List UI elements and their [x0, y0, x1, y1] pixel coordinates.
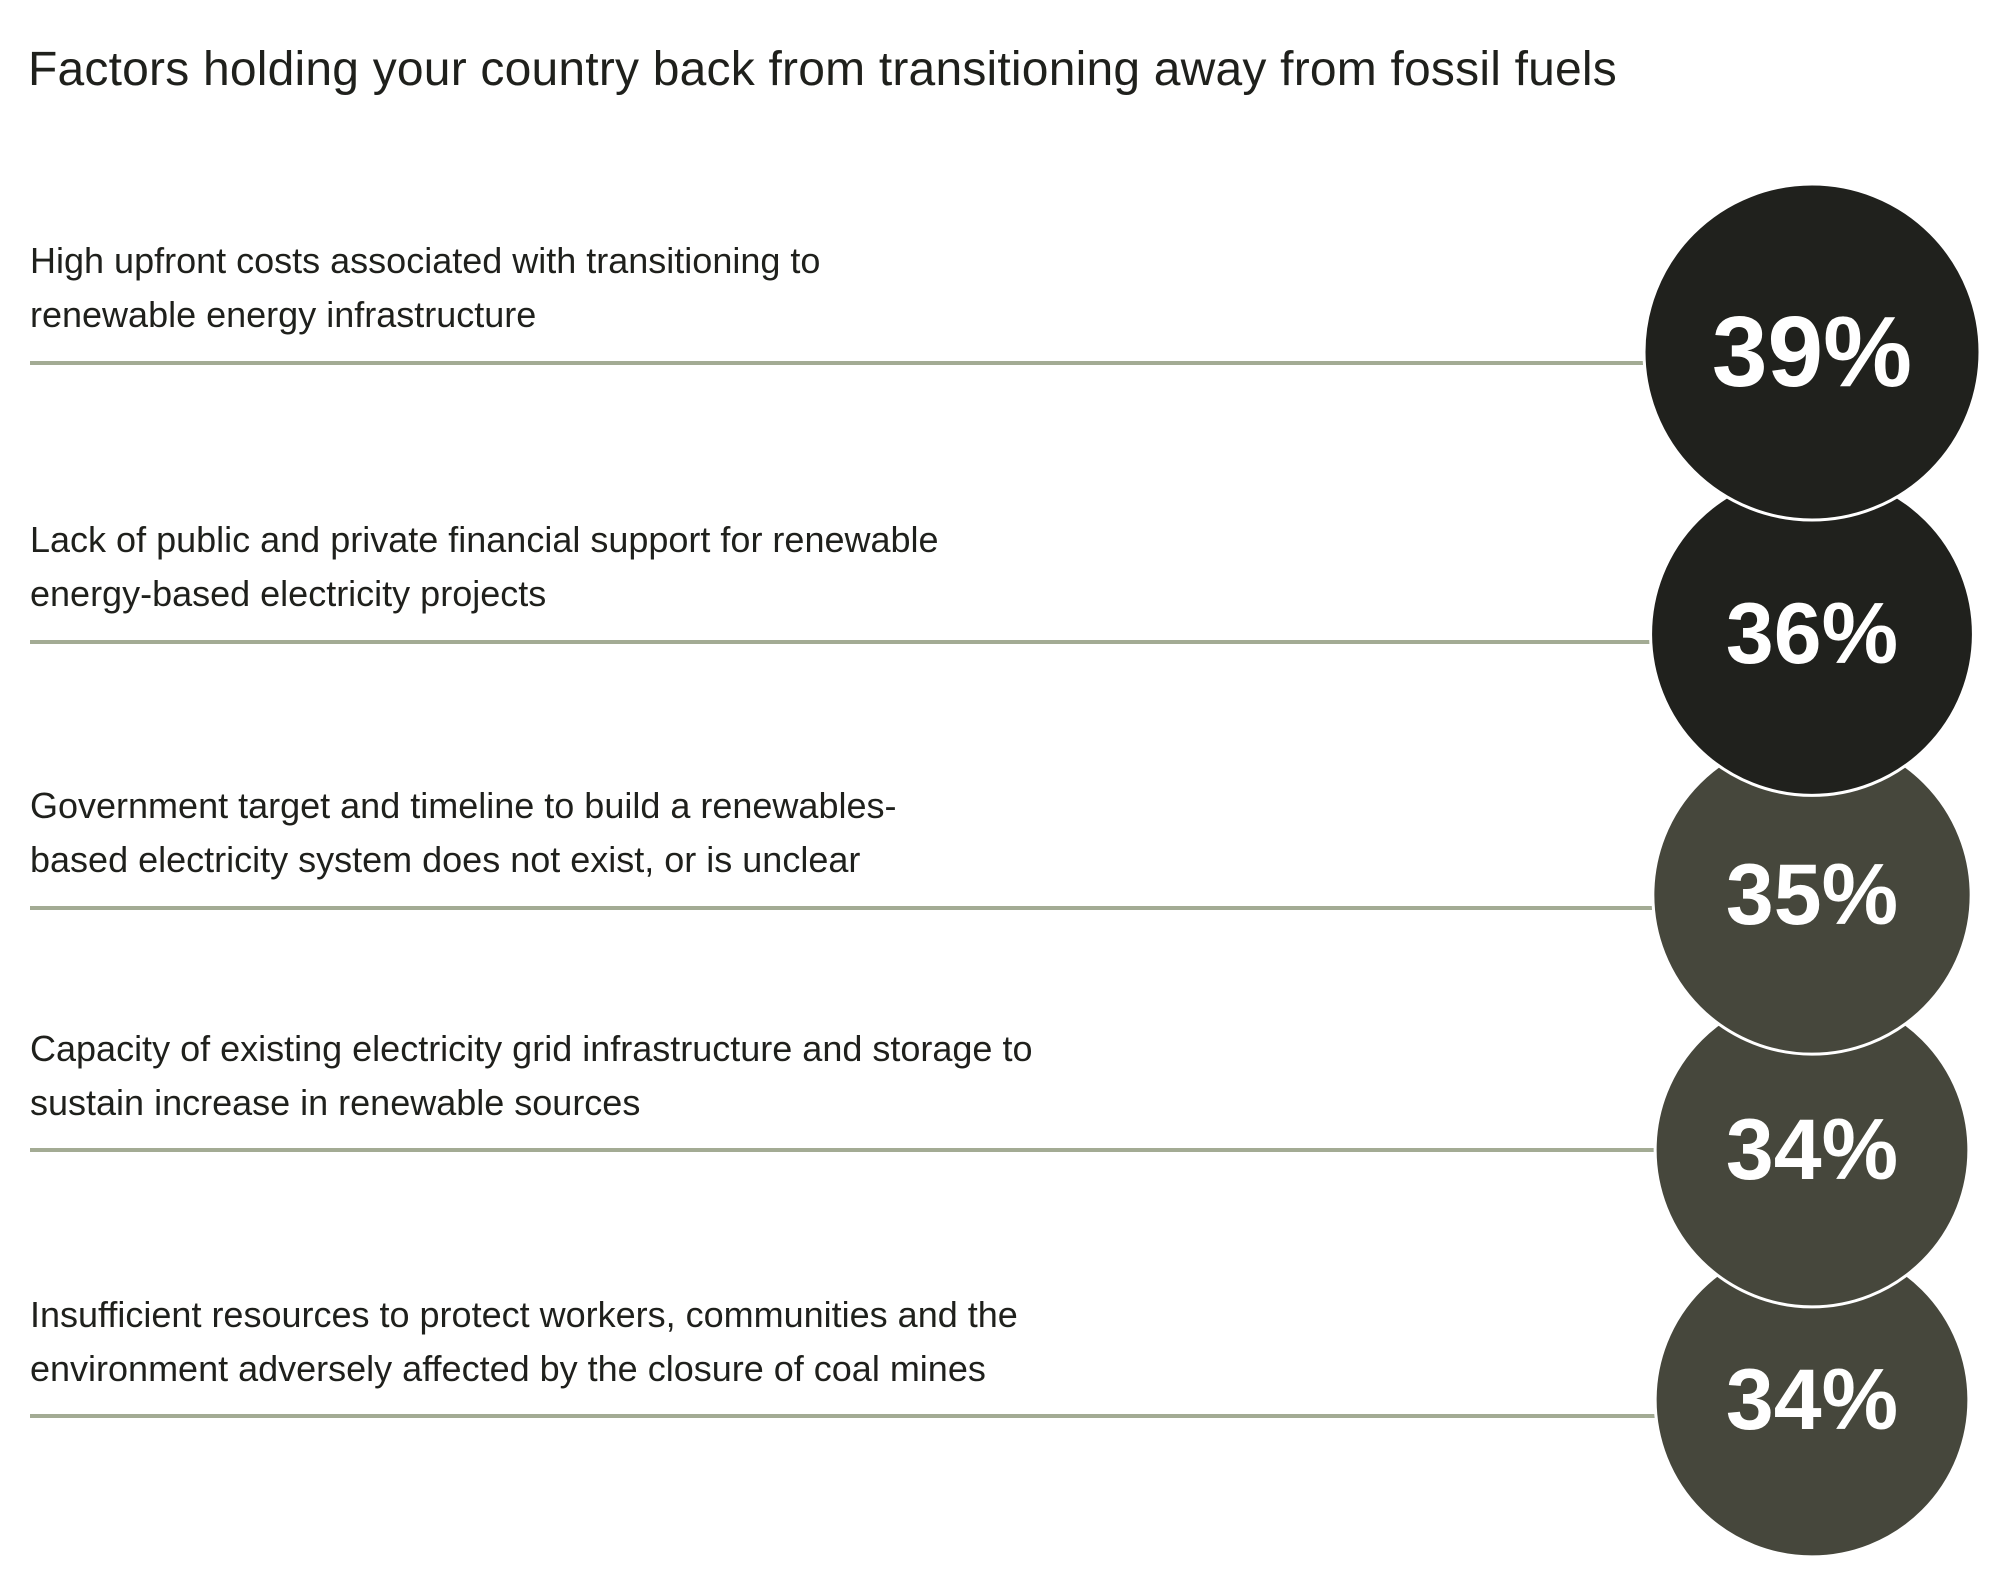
value-label: 39% — [1712, 296, 1912, 408]
value-circle — [1642, 182, 1982, 522]
value-label: 35% — [1726, 847, 1898, 943]
category-label: High upfront costs associated with trans… — [30, 240, 821, 335]
value-label: 36% — [1726, 586, 1898, 682]
category-label: Government target and timeline to build … — [30, 785, 897, 880]
category-label: Capacity of existing electricity grid in… — [30, 1028, 1033, 1123]
category-label: Insufficient resources to protect worker… — [30, 1294, 1018, 1389]
chart-title: Factors holding your country back from t… — [28, 43, 1617, 96]
value-label: 34% — [1726, 1102, 1898, 1198]
category-label: Lack of public and private financial sup… — [30, 519, 939, 614]
value-label: 34% — [1726, 1352, 1898, 1448]
